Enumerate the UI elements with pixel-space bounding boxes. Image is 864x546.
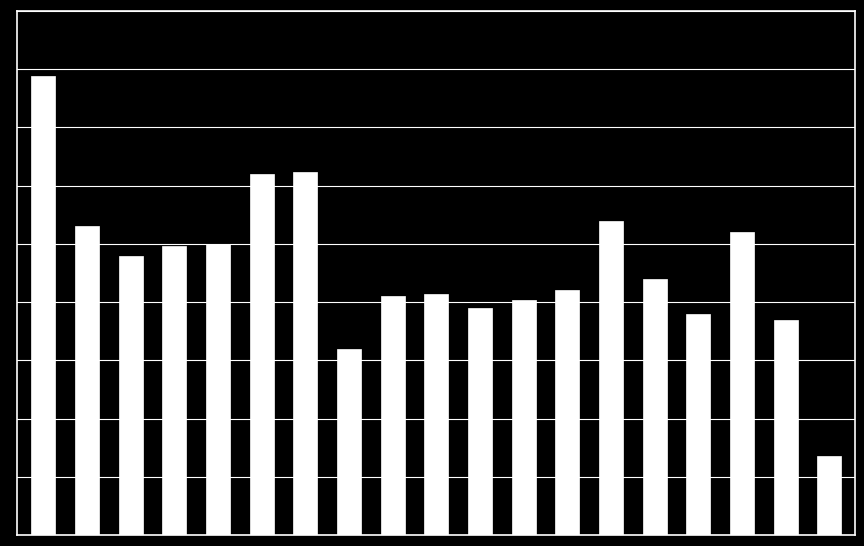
Bar (162, 246, 187, 535)
Bar (337, 349, 361, 535)
Bar (817, 456, 842, 535)
Bar (381, 296, 404, 535)
Bar (599, 221, 623, 535)
Bar (730, 232, 754, 535)
Bar (206, 244, 230, 535)
Bar (686, 314, 710, 535)
Bar (118, 256, 143, 535)
Bar (468, 308, 492, 535)
Bar (31, 76, 55, 535)
Bar (511, 300, 536, 535)
Bar (643, 279, 666, 535)
Bar (556, 290, 579, 535)
Bar (75, 227, 99, 535)
Bar (294, 171, 317, 535)
Bar (773, 319, 797, 535)
Bar (424, 294, 448, 535)
Bar (250, 174, 274, 535)
